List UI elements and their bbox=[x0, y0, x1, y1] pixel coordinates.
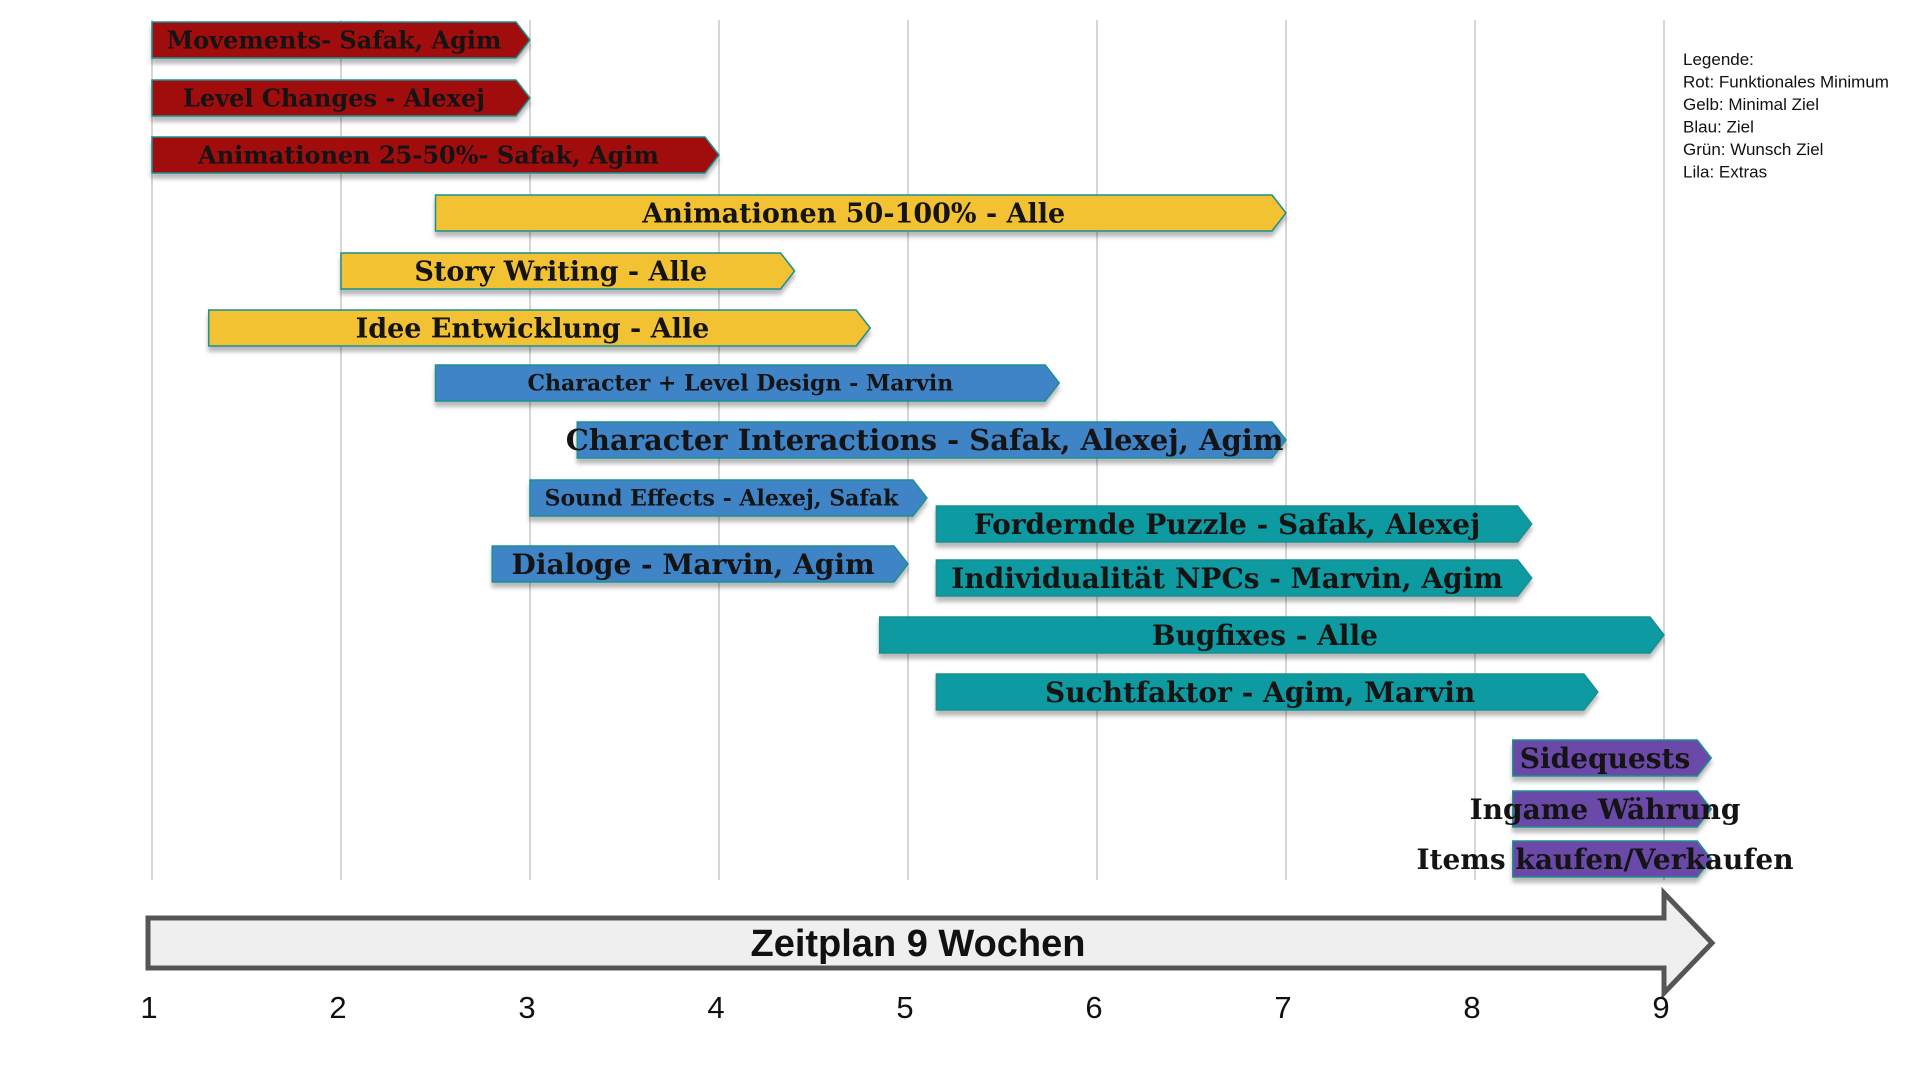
task-bar bbox=[529, 479, 928, 517]
task-bar bbox=[1512, 840, 1713, 878]
tick-label-week-9: 9 bbox=[1652, 990, 1669, 1025]
task-bar bbox=[151, 136, 720, 174]
task-bar-shape bbox=[935, 505, 1533, 543]
legend-entry: Grün: Wunsch Ziel bbox=[1683, 140, 1823, 159]
legend-entry: Rot: Funktionales Minimum bbox=[1683, 73, 1889, 92]
tick-label-week-6: 6 bbox=[1085, 990, 1102, 1025]
task-label: Animationen 50-100% - Alle bbox=[641, 198, 1065, 229]
task-bar-shape bbox=[529, 479, 928, 517]
task-bar-shape bbox=[340, 252, 796, 290]
legend-entry: Lila: Extras bbox=[1683, 163, 1767, 182]
task-label: Level Changes - Alexej bbox=[183, 83, 485, 112]
tick-label-week-1: 1 bbox=[140, 990, 157, 1025]
task-bar bbox=[207, 309, 872, 347]
task-bar bbox=[576, 421, 1287, 459]
task-bar bbox=[1512, 790, 1713, 828]
tick-label-week-2: 2 bbox=[329, 990, 346, 1025]
task-bar bbox=[935, 505, 1533, 543]
task-label: Story Writing - Alle bbox=[414, 256, 707, 287]
task-label: Bugfixes - Alle bbox=[1152, 619, 1378, 652]
legend-entry: Gelb: Minimal Ziel bbox=[1683, 95, 1819, 114]
task-bar-shape bbox=[1512, 790, 1713, 828]
task-bar-shape bbox=[434, 364, 1061, 402]
task-label: Fordernde Puzzle - Safak, Alexej bbox=[974, 508, 1480, 541]
task-label: Sound Effects - Alexej, Safak bbox=[545, 486, 899, 512]
legend-title: Legende: bbox=[1683, 50, 1754, 69]
task-label: Character Interactions - Safak, Alexej, … bbox=[566, 423, 1284, 457]
time-axis-arrow bbox=[145, 886, 1716, 1000]
task-label: Character + Level Design - Marvin bbox=[527, 371, 953, 397]
legend-entry: Blau: Ziel bbox=[1683, 118, 1754, 137]
tick-label-week-5: 5 bbox=[896, 990, 913, 1025]
task-label: Sidequests bbox=[1520, 742, 1690, 775]
task-label: Items kaufen/Verkaufen bbox=[1416, 843, 1793, 876]
task-label: Animationen 25-50%- Safak, Agim bbox=[197, 140, 659, 169]
task-label: Movements- Safak, Agim bbox=[167, 25, 502, 54]
task-bar bbox=[1512, 739, 1713, 777]
axis-title: Zeitplan 9 Wochen bbox=[750, 923, 1085, 965]
task-label: Ingame Währung bbox=[1470, 793, 1741, 826]
task-label: Suchtfaktor - Agim, Marvin bbox=[1045, 676, 1475, 709]
task-bar bbox=[491, 545, 909, 583]
task-bar bbox=[434, 364, 1061, 402]
task-bar-shape bbox=[491, 545, 909, 583]
task-bar bbox=[935, 673, 1599, 711]
task-bar bbox=[878, 616, 1665, 654]
task-bar-shape bbox=[935, 559, 1533, 597]
task-bar-shape bbox=[151, 136, 720, 174]
task-bar-shape bbox=[1512, 840, 1713, 878]
task-label: Dialoge - Marvin, Agim bbox=[512, 548, 875, 581]
task-bar bbox=[434, 194, 1287, 232]
task-bars: Movements- Safak, Agim Level Changes - Al… bbox=[151, 21, 1794, 878]
tick-label-week-7: 7 bbox=[1274, 990, 1291, 1025]
task-bar bbox=[151, 79, 531, 117]
tick-label-week-3: 3 bbox=[518, 990, 535, 1025]
task-bar bbox=[151, 21, 531, 59]
task-bar-shape bbox=[878, 616, 1665, 654]
task-bar bbox=[340, 252, 796, 290]
time-axis: Zeitplan 9 Wochen 1 2 3 4 5 6 7 8 9 bbox=[140, 886, 1716, 1025]
task-bar bbox=[935, 559, 1533, 597]
task-bar-shape bbox=[935, 673, 1599, 711]
task-bar-shape bbox=[151, 21, 531, 59]
task-bar-shape bbox=[207, 309, 872, 347]
task-bar-shape bbox=[576, 421, 1287, 459]
task-label: Idee Entwicklung - Alle bbox=[356, 313, 710, 344]
task-label: Individualität NPCs - Marvin, Agim bbox=[951, 562, 1503, 595]
task-bar-shape bbox=[1512, 739, 1713, 777]
task-bar-shape bbox=[151, 79, 531, 117]
tick-label-week-8: 8 bbox=[1463, 990, 1480, 1025]
task-bar-shape bbox=[434, 194, 1287, 232]
tick-label-week-4: 4 bbox=[707, 990, 724, 1025]
legend: Legende: Rot: Funktionales Minimum Gelb: M… bbox=[1683, 50, 1889, 182]
